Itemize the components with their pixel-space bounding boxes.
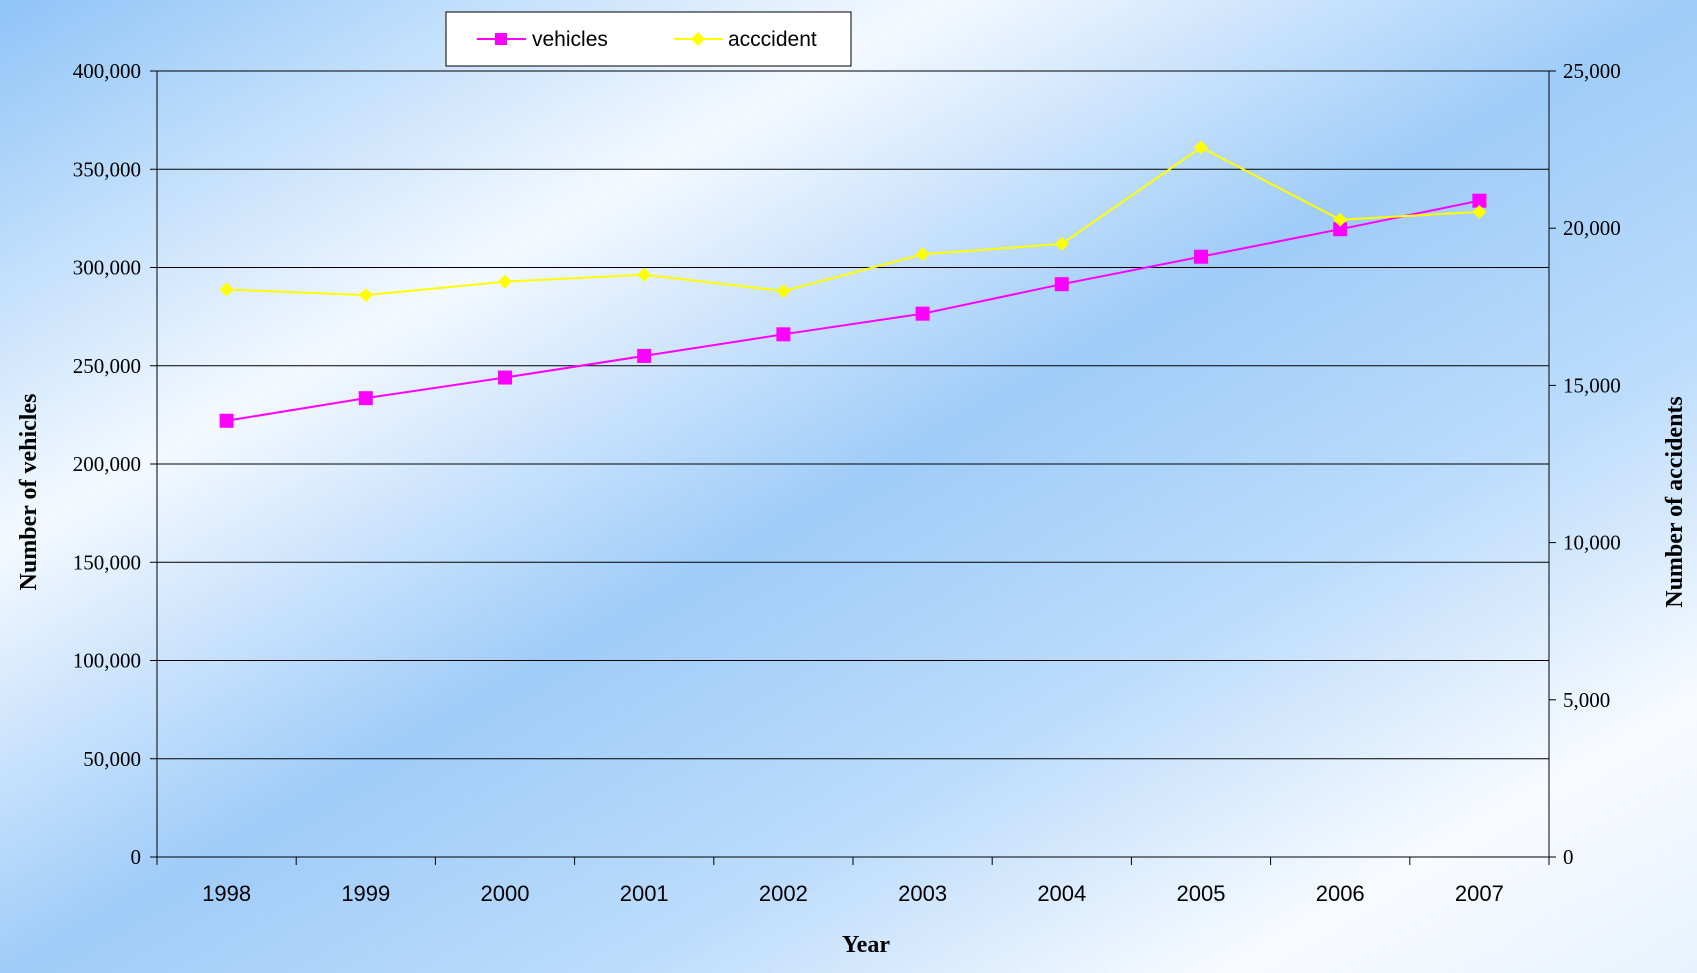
y2-axis-title: Number of accidents [1662, 396, 1688, 608]
data-point-acccident [1333, 212, 1348, 227]
legend-vehicles-label: vehicles [532, 28, 608, 51]
data-point-vehicles [776, 327, 791, 342]
data-point-vehicles [1472, 193, 1487, 208]
x-tick-label: 2002 [759, 881, 808, 906]
x-tick-label: 2005 [1177, 881, 1226, 906]
data-point-acccident [358, 288, 373, 303]
data-point-acccident [219, 282, 234, 297]
data-point-acccident [1472, 204, 1487, 219]
data-point-vehicles [358, 391, 373, 406]
data-point-vehicles [219, 413, 234, 428]
y2-tick-label: 25,000 [1563, 59, 1621, 83]
y-tick-label: 100,000 [73, 649, 141, 673]
data-point-vehicles [637, 348, 652, 363]
y-tick-label: 400,000 [73, 59, 141, 83]
x-tick-label: 2004 [1037, 881, 1086, 906]
y-tick-label: 150,000 [73, 550, 141, 574]
data-point-vehicles [915, 306, 930, 321]
data-point-acccident [776, 284, 791, 299]
data-point-vehicles [498, 370, 512, 385]
y2-tick-label: 15,000 [1563, 373, 1621, 397]
y-tick-label: 200,000 [73, 452, 141, 476]
legend-accident-label: acccident [728, 28, 817, 51]
x-tick-label: 2000 [481, 881, 530, 906]
data-point-acccident [637, 267, 652, 282]
series-line-vehicles [226, 199, 1480, 422]
y-tick-label: 50,000 [83, 747, 141, 771]
y-axis-title: Number of vehicles [16, 394, 42, 591]
x-tick-label: 1998 [202, 881, 251, 906]
x-tick-label: 1999 [341, 881, 390, 906]
y2-tick-label: 0 [1563, 845, 1574, 869]
y2-tick-label: 10,000 [1563, 531, 1621, 555]
data-point-acccident [1054, 236, 1069, 251]
y-tick-label: 250,000 [73, 354, 141, 378]
y-tick-label: 300,000 [73, 256, 141, 280]
series-layer [219, 140, 1487, 428]
y2-tick-label: 20,000 [1563, 216, 1621, 240]
data-point-vehicles [1054, 277, 1069, 292]
data-point-acccident [1194, 140, 1208, 155]
x-tick-label: 2003 [898, 881, 947, 906]
data-point-vehicles [1333, 222, 1348, 237]
series-line-acccident [226, 146, 1480, 297]
x-tick-label: 2001 [620, 881, 669, 906]
x-tick-label: 2006 [1316, 881, 1365, 906]
data-point-vehicles [1194, 249, 1208, 264]
y2-tick-label: 5,000 [1563, 688, 1610, 712]
x-tick-label: 2007 [1455, 881, 1504, 906]
y-tick-label: 350,000 [73, 157, 141, 181]
x-axis-title: Year [842, 932, 890, 958]
y-tick-label: 0 [131, 845, 142, 869]
legend-accident-marker [691, 32, 705, 46]
gridlines [157, 70, 1549, 760]
legend-vehicles-marker [495, 33, 507, 45]
legend: vehicles acccident [445, 11, 852, 67]
data-point-acccident [498, 274, 512, 289]
axes: 0 50,000 100,000 150,000 200,000 250,000 300,0… [73, 59, 1621, 906]
data-point-acccident [915, 247, 930, 262]
